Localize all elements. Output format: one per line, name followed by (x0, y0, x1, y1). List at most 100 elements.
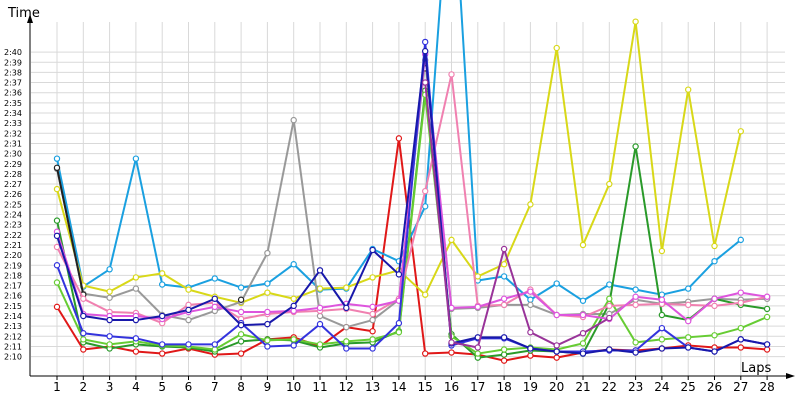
data-point (632, 286, 639, 293)
data-point (553, 348, 560, 355)
data-point (422, 79, 429, 86)
data-point (632, 339, 639, 346)
data-point (290, 302, 297, 310)
data-point (579, 297, 587, 304)
data-point (632, 349, 639, 356)
data-point (211, 303, 218, 311)
data-point (264, 320, 271, 328)
data-point (343, 345, 350, 352)
data-point (658, 324, 666, 332)
data-point (53, 185, 61, 193)
data-point (685, 301, 692, 309)
data-point (711, 295, 718, 302)
series-7 (53, 91, 771, 357)
x-tick-label: 26 (707, 380, 722, 394)
data-point (606, 180, 613, 188)
data-point (237, 296, 245, 303)
y-tick-label: 2:26 (4, 190, 22, 199)
data-point (500, 351, 508, 358)
data-point (237, 331, 245, 338)
data-point (53, 217, 61, 224)
data-point (106, 294, 113, 301)
data-point (53, 164, 61, 172)
data-point (264, 249, 271, 257)
y-tick-label: 2:40 (4, 48, 22, 57)
data-point (80, 346, 87, 353)
x-tick-label: 28 (759, 380, 774, 394)
y-tick-label: 2:33 (4, 119, 22, 128)
data-point (290, 295, 297, 302)
data-point (685, 285, 692, 292)
data-point (158, 281, 166, 288)
data-point (658, 296, 666, 303)
data-point (316, 312, 324, 320)
data-point (316, 285, 324, 292)
data-point (290, 336, 297, 343)
data-point (763, 313, 771, 321)
data-point (80, 312, 87, 320)
data-point (474, 303, 481, 311)
data-point (422, 38, 429, 46)
y-tick-label: 2:36 (4, 89, 22, 98)
series-line (424, 82, 610, 349)
data-point (369, 345, 376, 352)
data-point (132, 274, 140, 281)
x-tick-label: 11 (312, 380, 327, 394)
data-point (579, 330, 587, 337)
data-point (53, 155, 61, 162)
data-point (369, 328, 376, 335)
x-tick-label: 19 (523, 380, 538, 394)
data-point (237, 321, 245, 329)
data-point (448, 71, 455, 78)
y-tick-label: 2:32 (4, 129, 22, 138)
y-tick-label: 2:19 (4, 261, 22, 270)
data-point (53, 303, 61, 311)
data-point (80, 336, 87, 343)
data-point (158, 270, 166, 277)
data-point (632, 293, 639, 300)
series-line (56, 40, 768, 353)
x-tick-label: 20 (549, 380, 564, 394)
y-tick-label: 2:28 (4, 170, 22, 179)
data-point (290, 116, 297, 124)
y-tick-label: 2:30 (4, 150, 22, 159)
data-point (237, 338, 245, 345)
data-point (500, 346, 508, 353)
data-point (579, 241, 587, 249)
data-point (158, 341, 166, 348)
data-point (500, 245, 508, 253)
data-point (500, 295, 508, 302)
data-point (553, 311, 560, 319)
x-tick-label: 27 (733, 380, 748, 394)
x-tick-label: 15 (418, 380, 433, 394)
data-point (763, 341, 771, 348)
data-point (369, 274, 376, 281)
data-point (658, 247, 666, 255)
x-tick-label: 14 (391, 380, 406, 394)
data-point (343, 338, 350, 345)
data-point (579, 311, 587, 319)
data-point (737, 236, 745, 244)
data-point (474, 344, 481, 351)
data-point (658, 311, 666, 319)
data-point (343, 284, 350, 291)
data-point (290, 261, 297, 268)
x-tick-label: 5 (158, 380, 166, 394)
data-point (80, 295, 87, 302)
x-tick-label: 16 (444, 380, 459, 394)
data-point (185, 301, 192, 309)
x-axis-title: Laps (741, 361, 771, 376)
data-point (237, 308, 245, 316)
data-point (53, 279, 61, 286)
y-tick-label: 2:38 (4, 68, 22, 77)
x-tick-label: 2 (79, 380, 87, 394)
data-point (579, 350, 587, 357)
y-tick-label: 2:35 (4, 99, 22, 108)
data-point (553, 342, 560, 349)
data-point (711, 332, 718, 339)
data-point (658, 336, 666, 343)
data-point (737, 344, 745, 351)
data-point (211, 341, 218, 348)
data-point (106, 266, 113, 273)
